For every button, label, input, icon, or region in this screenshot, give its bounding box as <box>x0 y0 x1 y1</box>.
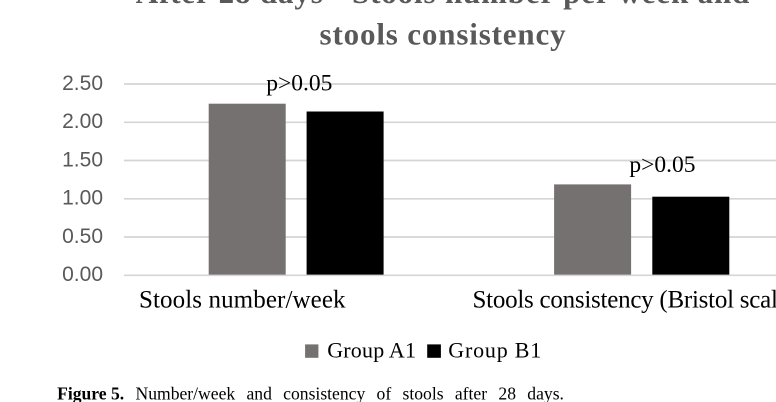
svg-text:p>0.05: p>0.05 <box>266 71 332 97</box>
svg-text:Stools consistency (Bristol sc: Stools consistency (Bristol scale) <box>473 287 776 314</box>
svg-text:1.50: 1.50 <box>62 148 103 171</box>
svg-text:0.00: 0.00 <box>62 263 103 286</box>
svg-text:1.00: 1.00 <box>62 187 103 210</box>
svg-text:p>0.05: p>0.05 <box>629 152 695 178</box>
svg-text:After 28 days - Stools number: After 28 days - Stools number per week a… <box>136 0 750 10</box>
svg-text:Group A1: Group A1 <box>327 337 416 362</box>
svg-text:0.50: 0.50 <box>62 225 103 248</box>
svg-text:Figure 5. Number/week and cons: Figure 5. Number/week and consistency of… <box>57 383 564 402</box>
svg-text:Group B1: Group B1 <box>448 337 542 362</box>
svg-text:2.00: 2.00 <box>62 110 103 133</box>
svg-text:Stools number/week: Stools number/week <box>139 287 346 314</box>
svg-text:2.50: 2.50 <box>62 72 103 95</box>
svg-text:stools consistency: stools consistency <box>320 16 567 51</box>
